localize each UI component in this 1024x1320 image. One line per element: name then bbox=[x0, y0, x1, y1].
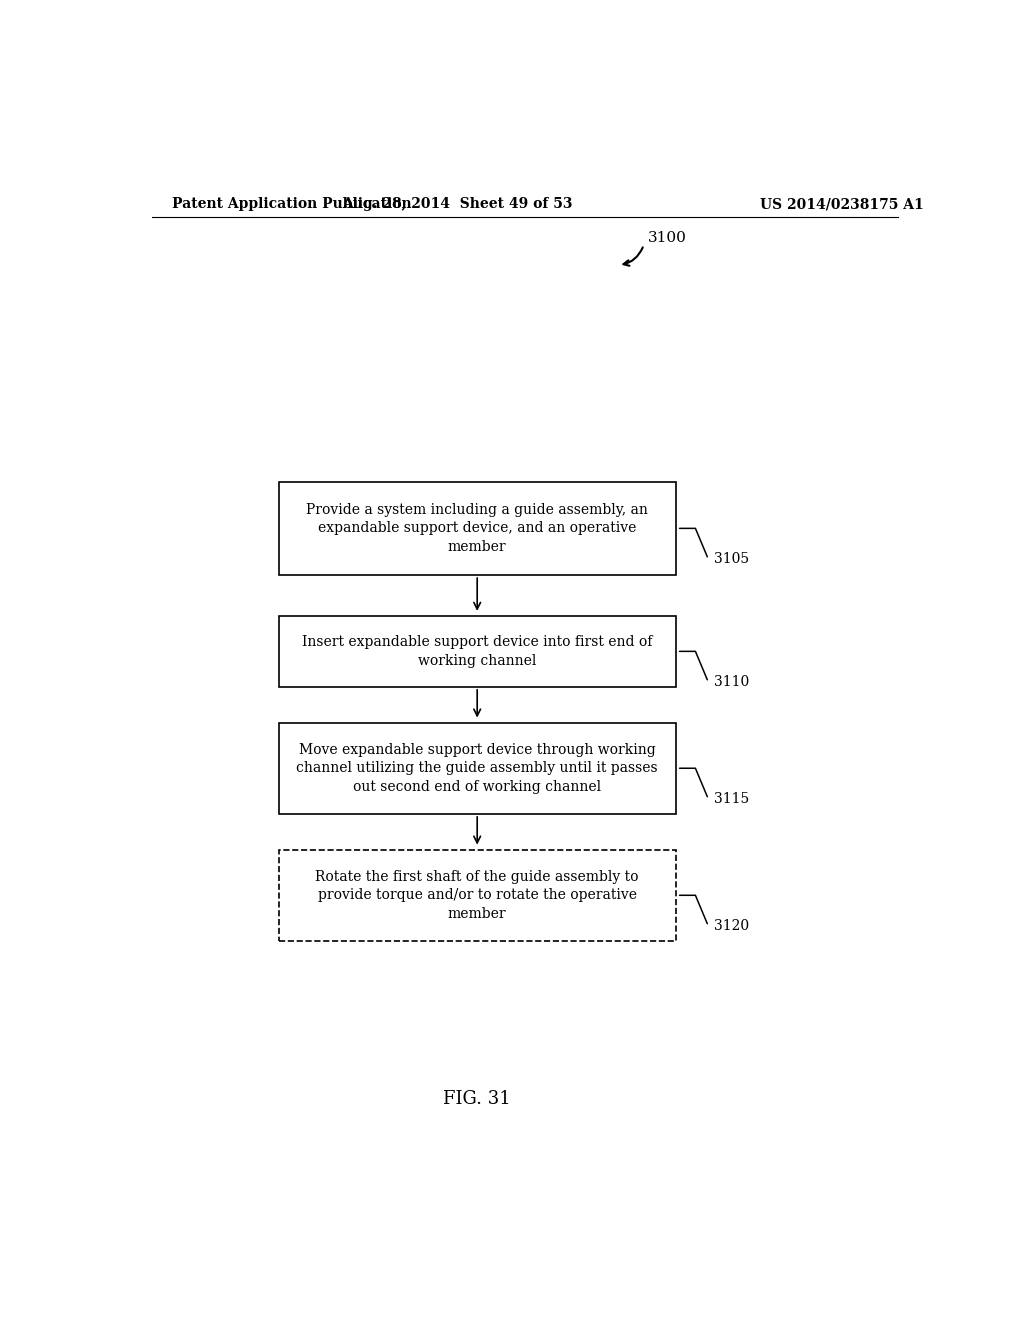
Text: Aug. 28, 2014  Sheet 49 of 53: Aug. 28, 2014 Sheet 49 of 53 bbox=[342, 197, 572, 211]
Text: FIG. 31: FIG. 31 bbox=[443, 1089, 511, 1107]
Text: 3105: 3105 bbox=[714, 552, 749, 566]
Text: Insert expandable support device into first end of
working channel: Insert expandable support device into fi… bbox=[302, 635, 652, 668]
Bar bbox=[279, 482, 676, 576]
Text: Patent Application Publication: Patent Application Publication bbox=[172, 197, 412, 211]
Text: 3115: 3115 bbox=[714, 792, 749, 805]
Text: Provide a system including a guide assembly, an
expandable support device, and a: Provide a system including a guide assem… bbox=[306, 503, 648, 554]
Bar bbox=[279, 615, 676, 686]
Text: 3100: 3100 bbox=[648, 231, 687, 244]
Text: 3120: 3120 bbox=[714, 919, 749, 933]
Text: Rotate the first shaft of the guide assembly to
provide torque and/or to rotate : Rotate the first shaft of the guide asse… bbox=[315, 870, 639, 920]
Text: US 2014/0238175 A1: US 2014/0238175 A1 bbox=[761, 197, 924, 211]
Text: Move expandable support device through working
channel utilizing the guide assem: Move expandable support device through w… bbox=[296, 743, 658, 793]
Bar bbox=[279, 722, 676, 814]
Text: 3110: 3110 bbox=[714, 675, 749, 689]
Bar bbox=[279, 850, 676, 941]
